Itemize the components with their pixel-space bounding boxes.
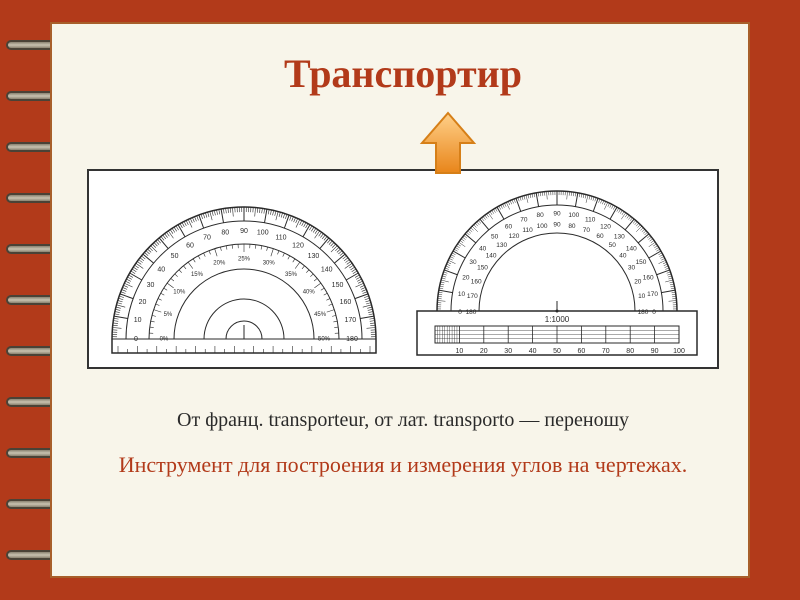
svg-text:140: 140 bbox=[321, 266, 333, 273]
svg-text:40: 40 bbox=[479, 245, 487, 252]
up-arrow-icon bbox=[418, 111, 478, 177]
svg-text:25%: 25% bbox=[238, 257, 251, 263]
svg-text:45%: 45% bbox=[314, 312, 327, 318]
svg-text:60: 60 bbox=[578, 348, 586, 355]
svg-text:160: 160 bbox=[340, 299, 352, 306]
svg-text:120: 120 bbox=[509, 233, 520, 240]
svg-text:180: 180 bbox=[346, 336, 358, 343]
svg-text:20: 20 bbox=[634, 278, 642, 285]
slide-content: Транспортир 0102030405060708090100110120… bbox=[50, 22, 750, 578]
svg-text:80: 80 bbox=[537, 212, 545, 219]
svg-text:80: 80 bbox=[626, 348, 634, 355]
svg-text:40: 40 bbox=[619, 252, 627, 259]
svg-text:20: 20 bbox=[462, 275, 470, 282]
svg-text:90: 90 bbox=[240, 228, 248, 235]
svg-text:15%: 15% bbox=[191, 272, 204, 278]
svg-text:170: 170 bbox=[345, 317, 357, 324]
svg-text:150: 150 bbox=[477, 265, 488, 272]
svg-text:110: 110 bbox=[585, 217, 596, 224]
svg-text:40%: 40% bbox=[303, 290, 316, 296]
svg-text:90: 90 bbox=[553, 222, 561, 229]
svg-text:0: 0 bbox=[652, 309, 656, 316]
svg-text:120: 120 bbox=[600, 224, 611, 231]
svg-text:10%: 10% bbox=[173, 290, 186, 296]
svg-text:80: 80 bbox=[221, 229, 229, 236]
svg-text:5%: 5% bbox=[164, 312, 173, 318]
svg-text:50: 50 bbox=[553, 348, 561, 355]
svg-text:60: 60 bbox=[186, 242, 194, 249]
svg-text:130: 130 bbox=[308, 253, 320, 260]
protractors-figure: 0102030405060708090100110120130140150160… bbox=[87, 169, 719, 369]
svg-text:20: 20 bbox=[139, 299, 147, 306]
svg-text:30: 30 bbox=[628, 265, 636, 272]
svg-text:70: 70 bbox=[203, 234, 211, 241]
definition-text: Инструмент для построения и измерения уг… bbox=[119, 450, 688, 480]
svg-text:110: 110 bbox=[275, 234, 286, 241]
svg-text:130: 130 bbox=[496, 242, 507, 249]
svg-text:90: 90 bbox=[553, 211, 561, 218]
svg-text:30: 30 bbox=[147, 282, 155, 289]
svg-text:170: 170 bbox=[647, 291, 658, 298]
svg-text:70: 70 bbox=[583, 227, 591, 234]
svg-text:150: 150 bbox=[636, 259, 647, 266]
svg-text:150: 150 bbox=[332, 282, 344, 289]
svg-text:140: 140 bbox=[626, 245, 637, 252]
svg-text:130: 130 bbox=[614, 233, 625, 240]
svg-text:1:1000: 1:1000 bbox=[545, 315, 570, 324]
svg-text:170: 170 bbox=[467, 293, 478, 300]
svg-text:110: 110 bbox=[522, 227, 533, 234]
svg-text:0: 0 bbox=[458, 309, 462, 316]
svg-text:60: 60 bbox=[596, 233, 604, 240]
svg-text:10: 10 bbox=[456, 348, 464, 355]
svg-text:0%: 0% bbox=[160, 337, 169, 343]
svg-text:100: 100 bbox=[257, 229, 269, 236]
svg-text:50%: 50% bbox=[318, 337, 331, 343]
svg-text:140: 140 bbox=[486, 252, 497, 259]
svg-text:160: 160 bbox=[471, 278, 482, 285]
svg-text:20%: 20% bbox=[213, 260, 226, 266]
svg-text:35%: 35% bbox=[285, 272, 298, 278]
svg-text:30: 30 bbox=[469, 259, 477, 266]
svg-text:50: 50 bbox=[491, 233, 499, 240]
svg-text:20: 20 bbox=[480, 348, 488, 355]
svg-text:40: 40 bbox=[157, 266, 165, 273]
svg-text:10: 10 bbox=[134, 317, 142, 324]
etymology-text: От франц. transporteur, от лат. transpor… bbox=[177, 409, 629, 432]
svg-text:10: 10 bbox=[458, 291, 466, 298]
svg-text:70: 70 bbox=[602, 348, 610, 355]
slide-title: Транспортир bbox=[284, 50, 522, 97]
protractor-left: 0 10 20 30 40 50 60 70 80 90 100 110 120 130140 150 160… bbox=[99, 179, 389, 361]
svg-text:70: 70 bbox=[520, 217, 528, 224]
svg-text:60: 60 bbox=[505, 224, 513, 231]
svg-text:50: 50 bbox=[609, 242, 617, 249]
svg-text:90: 90 bbox=[651, 348, 659, 355]
svg-text:50: 50 bbox=[171, 253, 179, 260]
svg-text:30%: 30% bbox=[263, 260, 276, 266]
svg-text:40: 40 bbox=[529, 348, 537, 355]
svg-text:10: 10 bbox=[638, 293, 646, 300]
svg-text:30: 30 bbox=[504, 348, 512, 355]
svg-text:100: 100 bbox=[537, 223, 548, 230]
svg-text:80: 80 bbox=[568, 223, 576, 230]
svg-text:100: 100 bbox=[673, 348, 685, 355]
svg-text:120: 120 bbox=[292, 242, 304, 249]
svg-text:180: 180 bbox=[638, 309, 649, 316]
protractor-right: 1020304050607080901001101201301401501601… bbox=[407, 179, 707, 361]
svg-text:100: 100 bbox=[568, 212, 579, 219]
svg-text:0: 0 bbox=[134, 336, 138, 343]
svg-text:180: 180 bbox=[466, 309, 477, 316]
svg-text:160: 160 bbox=[643, 275, 654, 282]
